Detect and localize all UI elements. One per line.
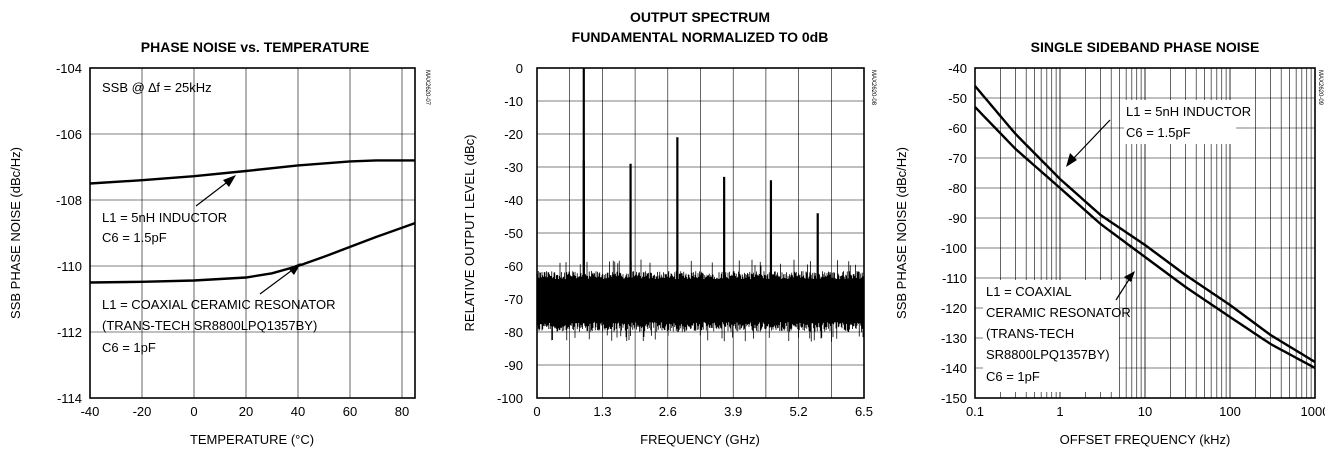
chart1-y-tick-label: -114 bbox=[57, 391, 82, 406]
chart1-y-tick-label: -110 bbox=[57, 259, 82, 274]
chart1-title: PHASE NOISE vs. TEMPERATURE bbox=[141, 39, 369, 55]
chart2-y-tick-label: -10 bbox=[504, 94, 523, 109]
chart3-series-line-2 bbox=[974, 106, 1316, 370]
chart1-series2-arrowhead bbox=[288, 263, 301, 275]
chart3-y-tick-label: -40 bbox=[948, 61, 967, 76]
chart3-y-tick-label: -90 bbox=[948, 211, 967, 226]
chart3-side-code: MAX2620-09 bbox=[1317, 70, 1323, 106]
chart2-title-line1: OUTPUT SPECTRUM bbox=[630, 9, 770, 25]
chart3-plot-frame bbox=[974, 67, 1316, 399]
chart1-series2-leader bbox=[259, 267, 296, 295]
chart1-y-tick-label: -104 bbox=[56, 61, 82, 76]
chart2-x-tick-label: 0 bbox=[533, 404, 540, 419]
chart2-plot-frame bbox=[536, 67, 865, 399]
chart1-condition-note: SSB @ ∆f = 25kHz bbox=[102, 80, 212, 95]
chart2-y-tick-label: -50 bbox=[504, 226, 523, 241]
chart1-x-tick-label: 0 bbox=[190, 404, 197, 419]
chart3-series2-label-line4: SR8800LPQ1357BY) bbox=[986, 347, 1110, 362]
chart1-side-code: MAX2620-07 bbox=[424, 70, 430, 106]
chart1-series1-label-line2: C6 = 1.5pF bbox=[102, 230, 167, 245]
chart3-series1-arrowhead bbox=[1066, 153, 1077, 167]
chart1-y-axis-label: SSB PHASE NOISE (dBc/Hz) bbox=[8, 147, 23, 319]
chart2-y-tick-label: -80 bbox=[504, 325, 523, 340]
chart1-y-tick-label: -106 bbox=[56, 127, 82, 142]
chart1-series2-label-line3: C6 = 1pF bbox=[102, 340, 156, 355]
chart1-x-tick-label: 60 bbox=[343, 404, 357, 419]
chart1-series1-arrowhead bbox=[223, 175, 236, 187]
chart2-x-axis-label: FREQUENCY (GHz) bbox=[640, 432, 760, 447]
chart3-series2-label-line2: CERAMIC RESONATOR bbox=[986, 305, 1131, 320]
chart3-series2-label-bg bbox=[983, 280, 1119, 392]
chart3-y-tick-label: -130 bbox=[941, 331, 967, 346]
chart1-series2-label-line1: L1 = COAXIAL CERAMIC RESONATOR bbox=[102, 297, 335, 312]
chart3-title: SINGLE SIDEBAND PHASE NOISE bbox=[1031, 39, 1260, 55]
chart3-series1-label-line1: L1 = 5nH INDUCTOR bbox=[1126, 104, 1251, 119]
chart3-series2-label-line5: C6 = 1pF bbox=[986, 369, 1040, 384]
chart2-y-tick-label: -20 bbox=[504, 127, 523, 142]
chart1-x-tick-label: 40 bbox=[291, 404, 305, 419]
chart2-y-tick-label: -40 bbox=[504, 193, 523, 208]
chart3-series-line-1 bbox=[974, 85, 1316, 364]
chart2-x-tick-label: 5.2 bbox=[790, 404, 808, 419]
chart-output-spectrum: OUTPUT SPECTRUM FUNDAMENTAL NORMALIZED T… bbox=[462, 9, 876, 447]
chart3-y-tick-label: -140 bbox=[941, 361, 967, 376]
chart-phase-noise-vs-temperature: PHASE NOISE vs. TEMPERATURE -40 -20 0 20 40 6… bbox=[8, 39, 430, 447]
chart1-series1-leader bbox=[195, 179, 231, 207]
chart2-side-code: MAX2620-08 bbox=[870, 70, 876, 106]
chart3-series2-label-line1: L1 = COAXIAL bbox=[986, 284, 1072, 299]
chart3-y-tick-label: -120 bbox=[941, 301, 967, 316]
chart3-x-tick-label: 0.1 bbox=[966, 404, 984, 419]
chart3-x-tick-label: 10 bbox=[1138, 404, 1152, 419]
chart1-plot-frame bbox=[89, 67, 416, 399]
chart3-series1-leader bbox=[1071, 119, 1111, 161]
chart2-y-tick-label: -90 bbox=[504, 358, 523, 373]
chart1-x-axis-label: TEMPERATURE (°C) bbox=[190, 432, 314, 447]
chart1-y-tick-label: -112 bbox=[57, 325, 82, 340]
chart2-y-axis-label: RELATIVE OUTPUT LEVEL (dBc) bbox=[462, 135, 477, 332]
chart3-y-axis-label: SSB PHASE NOISE (dBc/Hz) bbox=[894, 147, 909, 319]
chart2-x-tick-label: 3.9 bbox=[724, 404, 742, 419]
chart1-x-tick-label: -20 bbox=[133, 404, 152, 419]
chart1-x-tick-label: -40 bbox=[81, 404, 100, 419]
chart2-y-tick-label: -70 bbox=[504, 292, 523, 307]
chart1-series-line-1 bbox=[89, 159, 415, 185]
chart3-y-tick-label: -70 bbox=[948, 151, 967, 166]
chart2-y-tick-label: -60 bbox=[504, 259, 523, 274]
chart3-series1-label-bg bbox=[1124, 100, 1236, 144]
chart1-series1-label-line1: L1 = 5nH INDUCTOR bbox=[102, 210, 227, 225]
chart2-x-tick-label: 1.3 bbox=[593, 404, 611, 419]
chart3-x-tick-label: 100 bbox=[1219, 404, 1241, 419]
chart3-y-tick-label: -100 bbox=[941, 241, 967, 256]
chart3-x-tick-label: 1 bbox=[1056, 404, 1063, 419]
chart2-x-tick-label: 6.5 bbox=[855, 404, 873, 419]
chart3-series2-leader bbox=[1115, 277, 1131, 301]
chart2-y-tick-label: 0 bbox=[516, 61, 523, 76]
chart3-series1-label-line2: C6 = 1.5pF bbox=[1126, 125, 1191, 140]
chart3-y-tick-label: -50 bbox=[948, 91, 967, 106]
chart2-y-tick-label: -100 bbox=[497, 391, 523, 406]
chart1-series-line-2 bbox=[89, 221, 416, 284]
chart1-y-tick-label: -108 bbox=[56, 193, 82, 208]
chart1-x-tick-label: 20 bbox=[239, 404, 253, 419]
chart1-series2-label-line2: (TRANS-TECH SR8800LPQ1357BY) bbox=[102, 318, 317, 333]
chart2-x-tick-label: 2.6 bbox=[659, 404, 677, 419]
chart3-x-axis-label: OFFSET FREQUENCY (kHz) bbox=[1060, 432, 1231, 447]
chart3-y-tick-label: -60 bbox=[948, 121, 967, 136]
chart3-y-tick-label: -80 bbox=[948, 181, 967, 196]
chart2-y-tick-label: -30 bbox=[504, 160, 523, 175]
chart3-y-tick-label: -110 bbox=[942, 271, 967, 286]
chart1-x-tick-label: 80 bbox=[395, 404, 409, 419]
chart2-title-line2: FUNDAMENTAL NORMALIZED TO 0dB bbox=[572, 29, 829, 45]
chart3-series2-label-line3: (TRANS-TECH bbox=[986, 326, 1074, 341]
chart3-y-tick-label: -150 bbox=[941, 391, 967, 406]
chart3-series2-arrowhead bbox=[1124, 271, 1135, 282]
chart-single-sideband-phase-noise: SINGLE SIDEBAND PHASE NOISE -40 -50 -60 -70… bbox=[894, 39, 1325, 447]
